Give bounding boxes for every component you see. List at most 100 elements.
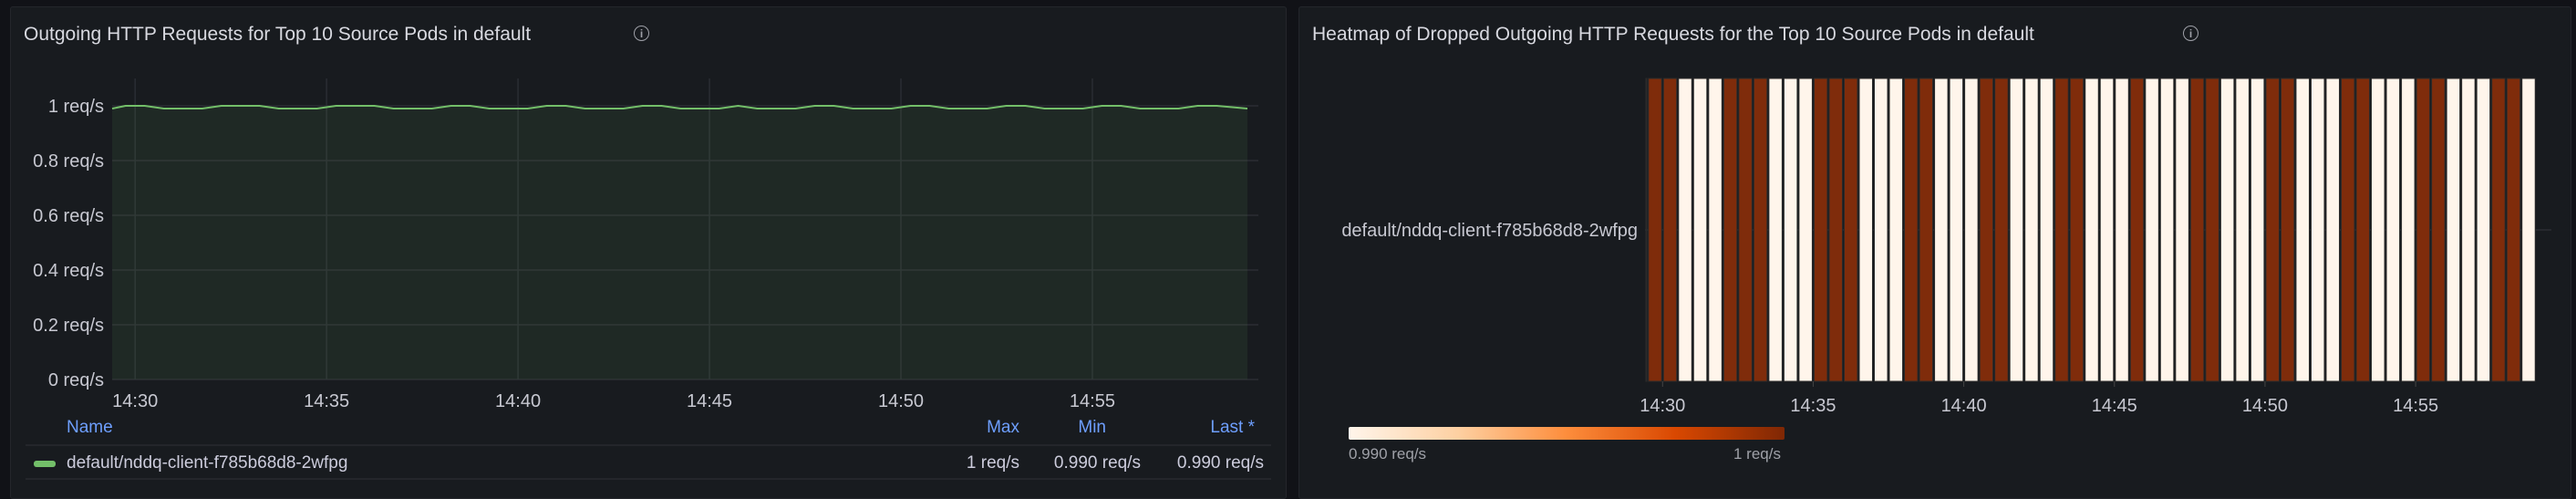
y-tick-label: 1 req/s: [48, 97, 104, 117]
heatmap-cell: [1949, 78, 1964, 382]
heatmap-cell: [2159, 78, 2175, 382]
color-scale-max-label: 1 req/s: [1733, 445, 1781, 463]
heatmap-cell: [2115, 78, 2129, 382]
series-color-swatch: [34, 461, 56, 467]
heatmap-cell: [2099, 78, 2115, 382]
color-scale-min-label: 0.990 req/s: [1349, 445, 1427, 463]
heatmap-cell: [2280, 78, 2295, 382]
timeseries-panel: Outgoing HTTP Requests for Top 10 Source…: [10, 6, 1287, 499]
heatmap-cell: [1813, 78, 1828, 382]
heatmap-cell: [2175, 78, 2189, 382]
x-tick-label: 14:45: [2092, 396, 2137, 416]
heatmap-cell: [1828, 78, 1843, 382]
timeseries-chart: 0 req/s 0.2 req/s 0.4 req/s 0.6 req/s 0.8 re…: [33, 78, 1258, 411]
heatmap-cell: [2461, 78, 2476, 382]
heatmap-cell: [1919, 78, 1934, 382]
heatmap-cell: [1858, 78, 1874, 382]
heatmap-chart: default/nddq-client-f785b68d8-2wfpg 14:30…: [1341, 78, 2551, 416]
heatmap-cell: [2205, 78, 2219, 382]
info-circle-icon[interactable]: i: [2183, 26, 2198, 41]
legend-header-last[interactable]: Last *: [1210, 418, 1255, 437]
x-tick-label: 14:50: [878, 391, 924, 411]
heatmap-cell: [2009, 78, 2024, 382]
heatmap-cell: [1645, 78, 1648, 382]
heatmap-cell: [2416, 78, 2431, 382]
legend-max-value: 1 req/s: [966, 453, 1019, 473]
heatmap-cell: [2235, 78, 2250, 382]
legend-header-name[interactable]: Name: [67, 418, 113, 437]
x-tick-label: 14:55: [1070, 391, 1115, 411]
heatmap-cell: [2024, 78, 2039, 382]
x-tick-label: 14:30: [112, 391, 158, 411]
panel-title: Heatmap of Dropped Outgoing HTTP Request…: [1312, 24, 2034, 45]
x-tick-label: 14:55: [2393, 396, 2438, 416]
heatmap-cell: [2250, 78, 2265, 382]
legend-divider: [26, 444, 1271, 446]
heatmap-cell: [2446, 78, 2461, 382]
legend-header-min[interactable]: Min: [1078, 418, 1106, 437]
heatmap-cell: [2069, 78, 2085, 382]
x-tick-label: 14:40: [495, 391, 541, 411]
legend-last-value: 0.990 req/s: [1176, 453, 1264, 473]
heatmap-cell: [2491, 78, 2506, 382]
heatmap-cell: [1768, 78, 1783, 382]
y-tick-label: 0.6 req/s: [33, 206, 104, 226]
x-tick-label: 14:35: [304, 391, 349, 411]
heatmap-cell: [1964, 78, 1979, 382]
heatmap-cell: [2431, 78, 2446, 382]
heatmap-cell: [1874, 78, 1888, 382]
info-circle-icon[interactable]: i: [634, 26, 649, 41]
heatmap-cell: [1678, 78, 1692, 382]
x-tick-label: 14:40: [1941, 396, 1987, 416]
heatmap-cell: [1753, 78, 1768, 382]
legend-series-name[interactable]: default/nddq-client-f785b68d8-2wfpg: [67, 453, 348, 473]
series-line: [111, 104, 1248, 109]
legend-header-max[interactable]: Max: [987, 418, 1019, 437]
y-category-label: default/nddq-client-f785b68d8-2wfpg: [1341, 221, 1638, 241]
x-tick-label: 14:50: [2242, 396, 2288, 416]
heatmap-cell: [2039, 78, 2054, 382]
heatmap-panel: Heatmap of Dropped Outgoing HTTP Request…: [1298, 6, 2571, 499]
heatmap-cell: [2371, 78, 2385, 382]
y-tick-label: 0 req/s: [48, 370, 104, 390]
y-tick-label: 0.4 req/s: [33, 261, 104, 281]
heatmap-cell: [2085, 78, 2099, 382]
heatmap-cell: [1708, 78, 1723, 382]
color-scale-bar: [1349, 427, 1785, 440]
y-tick-label: 0.8 req/s: [33, 151, 104, 172]
heatmap-cell: [1798, 78, 1813, 382]
heatmap-cell: [2189, 78, 2205, 382]
heatmap-cell: [1648, 78, 1662, 382]
heatmap-cell: [1979, 78, 1994, 382]
heatmap-cell: [2506, 78, 2521, 382]
heatmap-cell: [1783, 78, 1798, 382]
legend-divider: [26, 478, 1271, 480]
heatmap-cell: [2385, 78, 2401, 382]
heatmap-cell: [1888, 78, 1904, 382]
heatmap-cell: [2265, 78, 2280, 382]
heatmap-cell: [2054, 78, 2069, 382]
heatmap-cell: [1723, 78, 1738, 382]
heatmap-cell: [2325, 78, 2341, 382]
panel-title: Outgoing HTTP Requests for Top 10 Source…: [24, 24, 532, 45]
heatmap-cell: [1994, 78, 2009, 382]
x-tick-label: 14:45: [687, 391, 732, 411]
x-tick-label: 14:35: [1790, 396, 1836, 416]
heatmap-cell: [1934, 78, 1949, 382]
legend-min-value: 0.990 req/s: [1053, 453, 1141, 473]
heatmap-cell: [2341, 78, 2355, 382]
heatmap-cell: [2401, 78, 2416, 382]
heatmap-cell: [2310, 78, 2325, 382]
heatmap-cell: [2219, 78, 2235, 382]
heatmap-cell: [1662, 78, 1678, 382]
heatmap-cell: [1692, 78, 1708, 382]
heatmap-cell: [2129, 78, 2145, 382]
heatmap-cell: [1738, 78, 1753, 382]
series-area-fill: [112, 106, 1247, 379]
y-tick-label: 0.2 req/s: [33, 316, 104, 336]
heatmap-cell: [2476, 78, 2491, 382]
heatmap-cell: [2145, 78, 2159, 382]
heatmap-cell: [1843, 78, 1858, 382]
heatmap-cell: [1904, 78, 1919, 382]
heatmap-cell: [2295, 78, 2310, 382]
